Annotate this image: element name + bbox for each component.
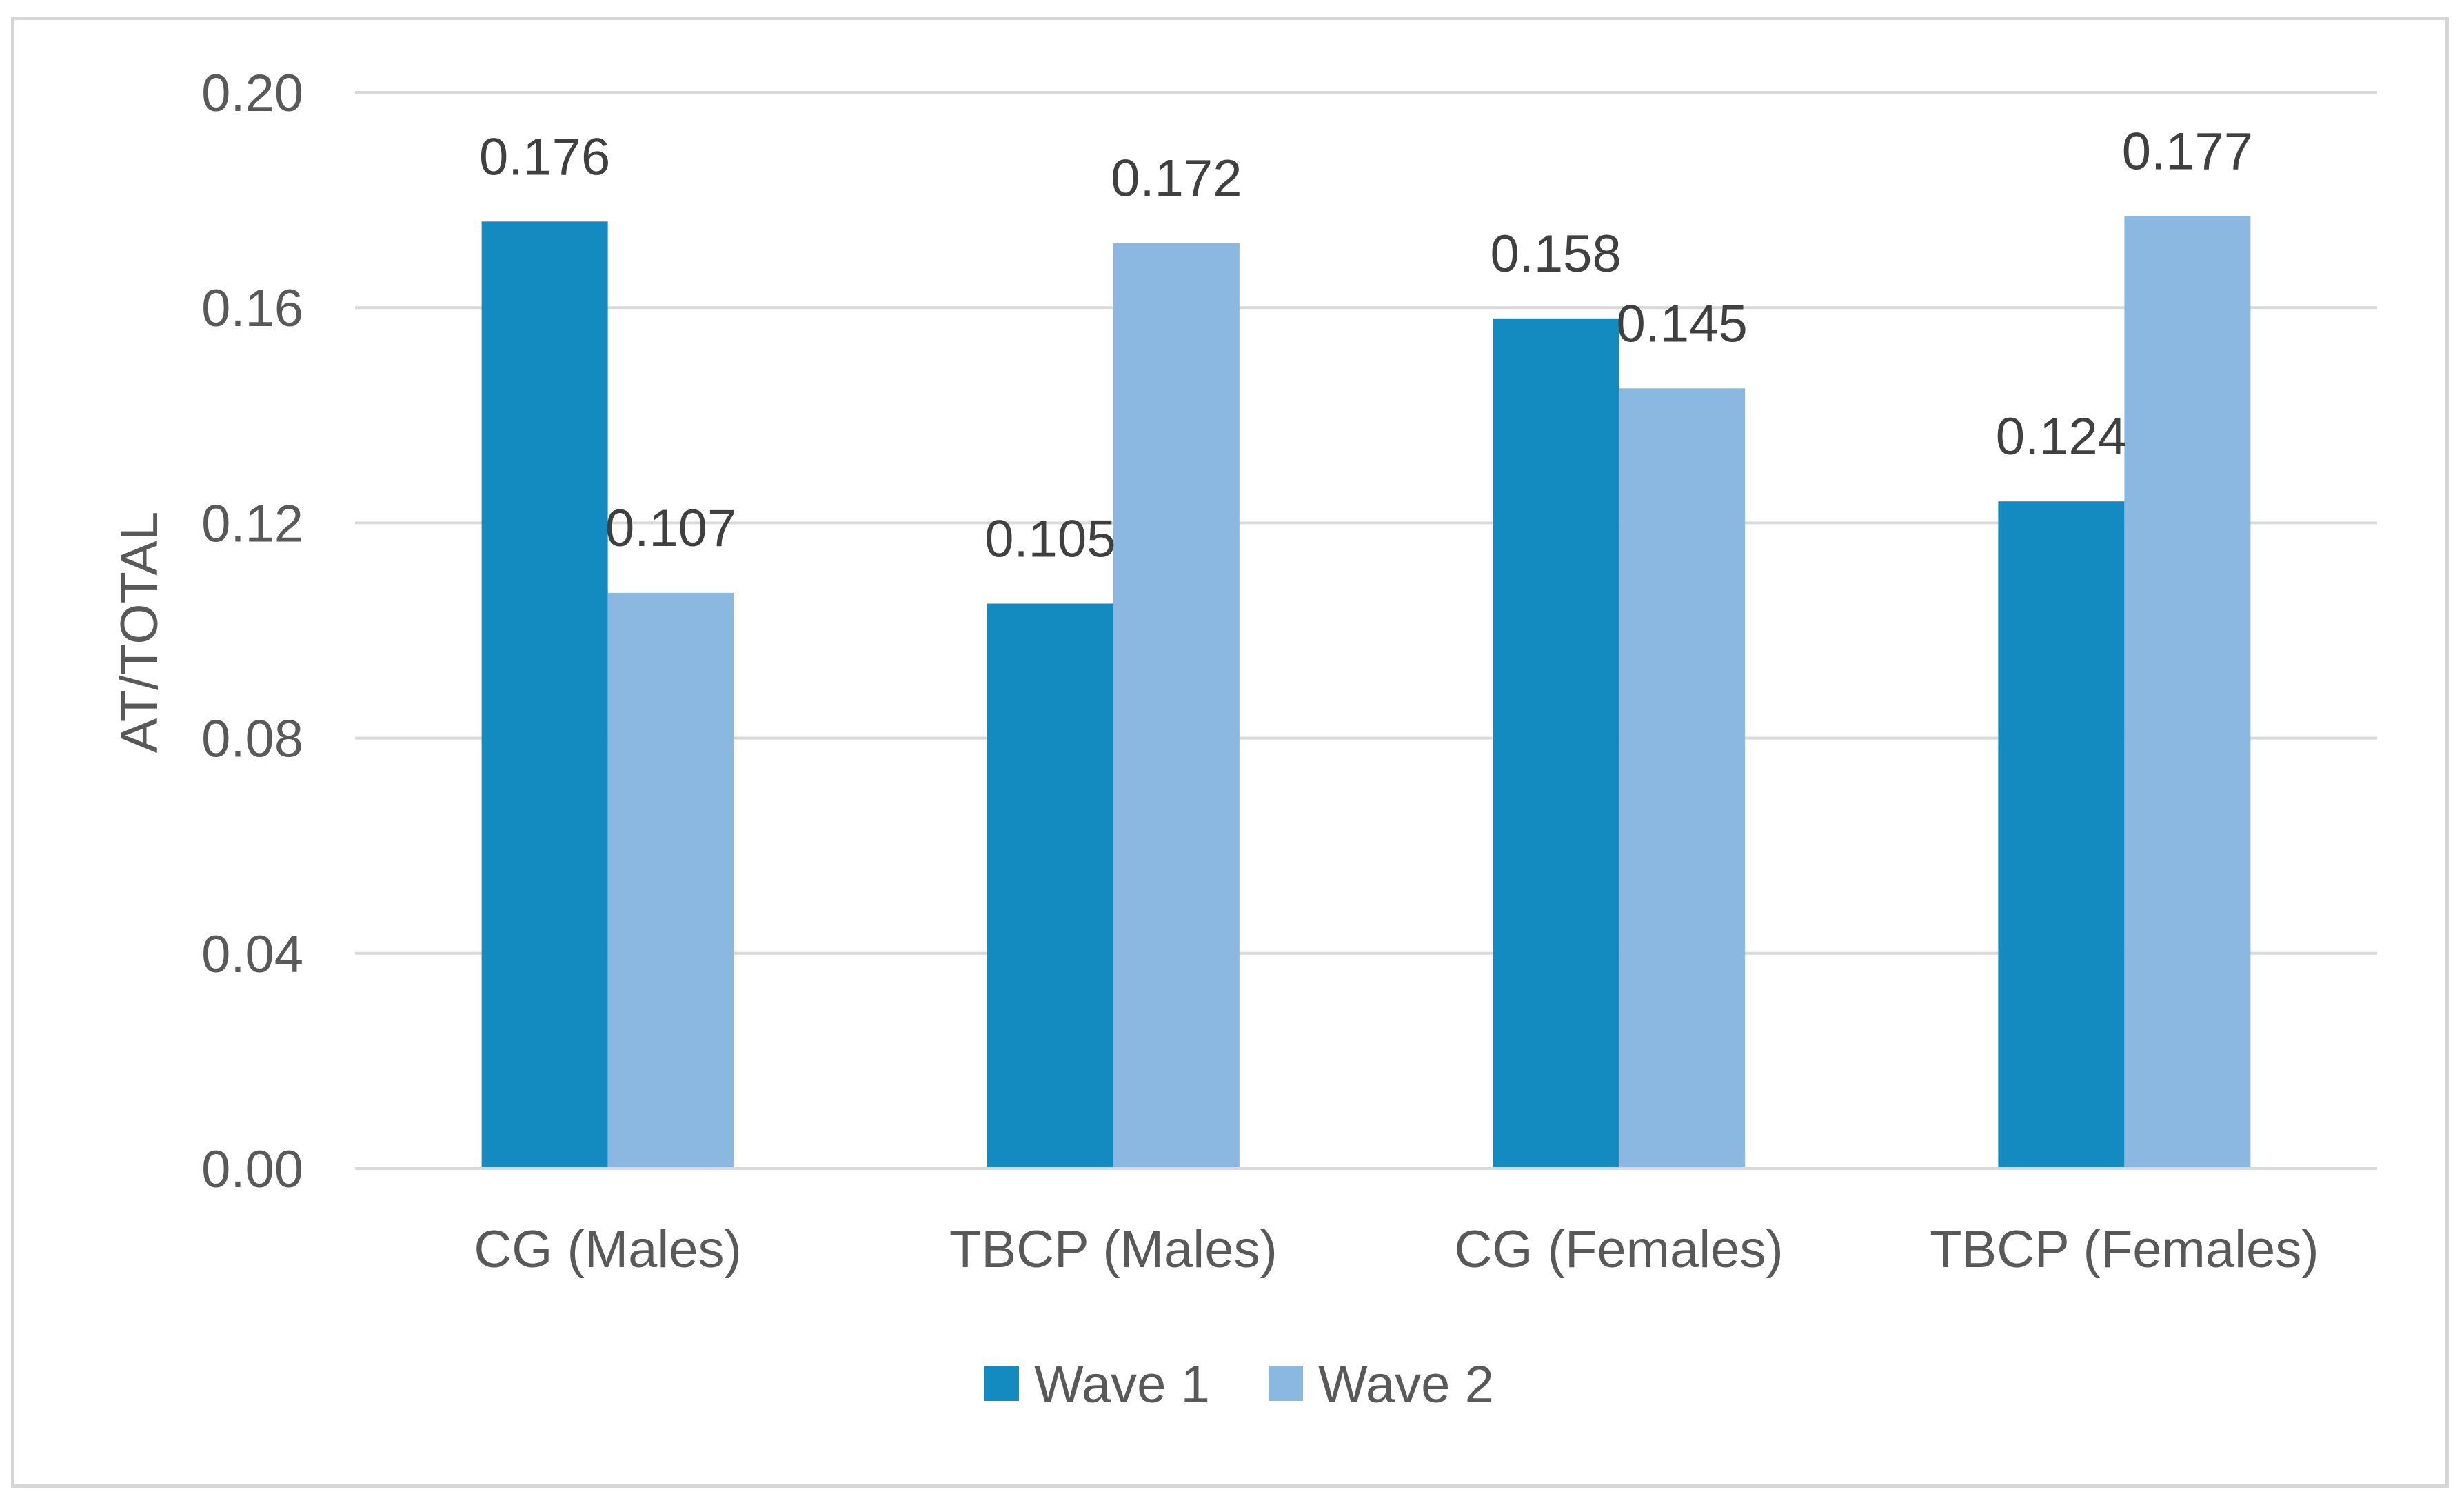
y-tick-label: 0.00	[201, 1140, 303, 1199]
data-label: 0.158	[1491, 225, 1622, 283]
bar-wave-2	[1619, 388, 1746, 1169]
bars	[481, 216, 2251, 1169]
data-labels: 0.176 0.107 0.105 0.172 0.158 0.145 0.124 0.177	[479, 123, 2253, 569]
data-label: 0.145	[1617, 294, 1748, 353]
data-label: 0.172	[1111, 150, 1242, 208]
y-tick-label: 0.12	[201, 494, 303, 553]
bar-wave-1	[1493, 318, 1619, 1169]
x-category-label: CG (Males)	[474, 1220, 741, 1279]
legend: Wave 1 Wave 2	[984, 1355, 1494, 1414]
y-axis-title: AT/TOTAL	[110, 512, 169, 754]
bar-wave-1	[987, 603, 1113, 1169]
y-tick-label: 0.16	[201, 279, 303, 338]
legend-swatch	[984, 1366, 1019, 1401]
x-axis-categories: CG (Males) TBCP (Males) CG (Females) TBCP (…	[355, 1167, 2377, 1279]
bar-wave-1	[1998, 501, 2125, 1169]
x-category-label: TBCP (Females)	[1930, 1220, 2319, 1279]
legend-label: Wave 2	[1318, 1355, 1494, 1414]
y-axis-ticks: 0.00 0.04 0.08 0.12 0.16 0.20	[201, 64, 303, 1199]
legend-swatch	[1269, 1366, 1303, 1401]
x-category-label: CG (Females)	[1455, 1220, 1784, 1279]
y-tick-label: 0.04	[201, 925, 303, 984]
data-label: 0.105	[984, 509, 1115, 568]
bar-wave-2	[1113, 243, 1240, 1169]
bar-wave-2	[2124, 216, 2251, 1169]
x-category-label: TBCP (Males)	[949, 1220, 1278, 1279]
data-label: 0.107	[605, 499, 736, 558]
y-tick-label: 0.08	[201, 710, 303, 769]
bar-wave-2	[607, 592, 734, 1169]
data-label: 0.124	[1996, 407, 2127, 466]
bar-wave-1	[481, 221, 608, 1169]
legend-label: Wave 1	[1034, 1355, 1210, 1414]
data-label: 0.176	[479, 128, 610, 186]
data-label: 0.177	[2122, 123, 2253, 181]
y-tick-label: 0.20	[201, 64, 303, 123]
